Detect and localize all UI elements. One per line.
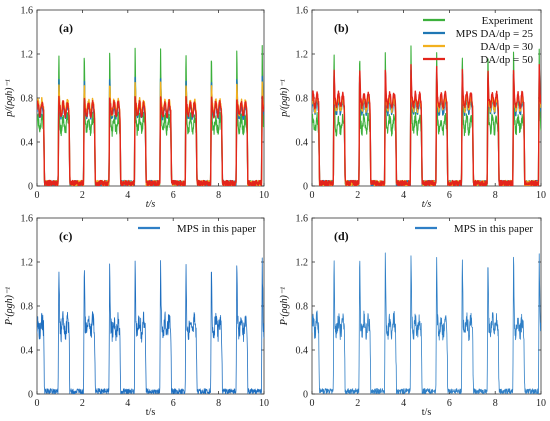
legend-label: MPS DA/dp = 25 — [456, 28, 534, 40]
legend-label: DA/dp = 30 — [480, 41, 533, 53]
y-tick-label: 0.8 — [296, 94, 309, 105]
x-tick-label: 8 — [216, 398, 221, 409]
x-tick-label: 6 — [447, 190, 452, 201]
y-tick-label: 0.8 — [296, 302, 309, 313]
legend-label: DA/dp = 50 — [480, 54, 533, 66]
y-tick-label: 1.2 — [21, 258, 34, 269]
axes-box — [36, 9, 265, 187]
x-tick-label: 0 — [310, 398, 315, 409]
y-tick-label: 0 — [28, 182, 33, 193]
series-line-3 — [312, 63, 541, 186]
y-tick-label: 0.8 — [21, 302, 34, 313]
x-tick-label: 6 — [171, 398, 176, 409]
y-axis-label: p/(ρgh)⁻¹ — [4, 79, 15, 118]
y-tick-label: 0.4 — [21, 346, 34, 357]
y-tick-label: 1.6 — [21, 214, 34, 225]
x-tick-label: 10 — [259, 190, 269, 201]
y-tick-label: 0.4 — [21, 138, 34, 149]
y-tick-label: 1.6 — [296, 6, 309, 17]
x-tick-label: 4 — [401, 398, 406, 409]
x-tick-label: 6 — [447, 398, 452, 409]
series-line-0 — [312, 252, 541, 394]
x-tick-label: 4 — [125, 190, 130, 201]
x-axis-label: t/s — [146, 199, 156, 210]
legend-label: MPS in this paper — [177, 223, 256, 235]
y-tick-label: 1.2 — [296, 50, 309, 61]
x-tick-label: 10 — [536, 190, 546, 201]
panel-label: (d) — [334, 229, 349, 243]
x-axis-label: t/s — [422, 407, 432, 418]
series-group — [312, 45, 541, 186]
y-tick-label: 1.2 — [296, 258, 309, 269]
y-tick-label: 0.4 — [296, 138, 309, 149]
x-tick-label: 8 — [216, 190, 221, 201]
series-group — [37, 45, 264, 186]
y-tick-label: 0.8 — [21, 94, 34, 105]
axes-box — [311, 217, 542, 395]
panel-2: 0 2 4 6 8 10 0 0.4 0.8 1.2 1.6 (c) t/s P·(ρgh)⁻¹ MPS i… — [4, 214, 269, 419]
legend-label: Experiment — [482, 15, 533, 27]
x-tick-label: 2 — [355, 190, 360, 201]
x-tick-label: 4 — [125, 398, 130, 409]
x-tick-label: 2 — [355, 398, 360, 409]
panel-1: 0 2 4 6 8 10 0 0.4 0.8 1.2 1.6 (b) t/s p/(ρgh)⁻¹ Exper… — [279, 6, 546, 211]
panel-label: (b) — [334, 21, 349, 35]
x-axis-label: t/s — [422, 199, 432, 210]
x-tick-label: 6 — [171, 190, 176, 201]
series-line-0 — [37, 257, 264, 394]
panel-label: (c) — [59, 229, 72, 243]
legend: MPS in this paper — [415, 223, 533, 235]
x-tick-label: 2 — [80, 398, 85, 409]
x-tick-label: 8 — [493, 190, 498, 201]
y-axis-label: p/(ρgh)⁻¹ — [279, 79, 290, 118]
y-tick-label: 0 — [28, 390, 33, 401]
x-tick-label: 0 — [310, 190, 315, 201]
y-tick-label: 0.4 — [296, 346, 309, 357]
series-line-3 — [37, 95, 264, 186]
x-tick-label: 0 — [35, 190, 40, 201]
y-tick-label: 0 — [303, 390, 308, 401]
x-tick-label: 2 — [80, 190, 85, 201]
series-group — [37, 257, 264, 394]
x-axis-label: t/s — [146, 407, 156, 418]
y-axis-label: P·(ρgh)⁻¹ — [279, 287, 290, 326]
y-tick-label: 1.6 — [21, 6, 34, 17]
legend: MPS in this paper — [138, 223, 256, 235]
x-tick-label: 10 — [259, 398, 269, 409]
y-tick-label: 1.6 — [296, 214, 309, 225]
axes-box — [311, 9, 542, 187]
y-tick-label: 1.2 — [21, 50, 34, 61]
panel-0: 0 2 4 6 8 10 0 0.4 0.8 1.2 1.6 (a) t/s p/(ρgh)⁻¹ — [4, 6, 269, 211]
legend-label: MPS in this paper — [454, 223, 533, 235]
y-axis-label: P·(ρgh)⁻¹ — [4, 287, 15, 326]
series-group — [312, 252, 541, 394]
x-tick-label: 4 — [401, 190, 406, 201]
panel-label: (a) — [59, 21, 73, 35]
axes-box — [36, 217, 265, 395]
y-tick-label: 0 — [303, 182, 308, 193]
x-tick-label: 0 — [35, 398, 40, 409]
x-tick-label: 10 — [536, 398, 546, 409]
x-tick-label: 8 — [493, 398, 498, 409]
panel-3: 0 2 4 6 8 10 0 0.4 0.8 1.2 1.6 (d) t/s P·(ρgh)⁻¹ MPS i… — [279, 214, 546, 419]
